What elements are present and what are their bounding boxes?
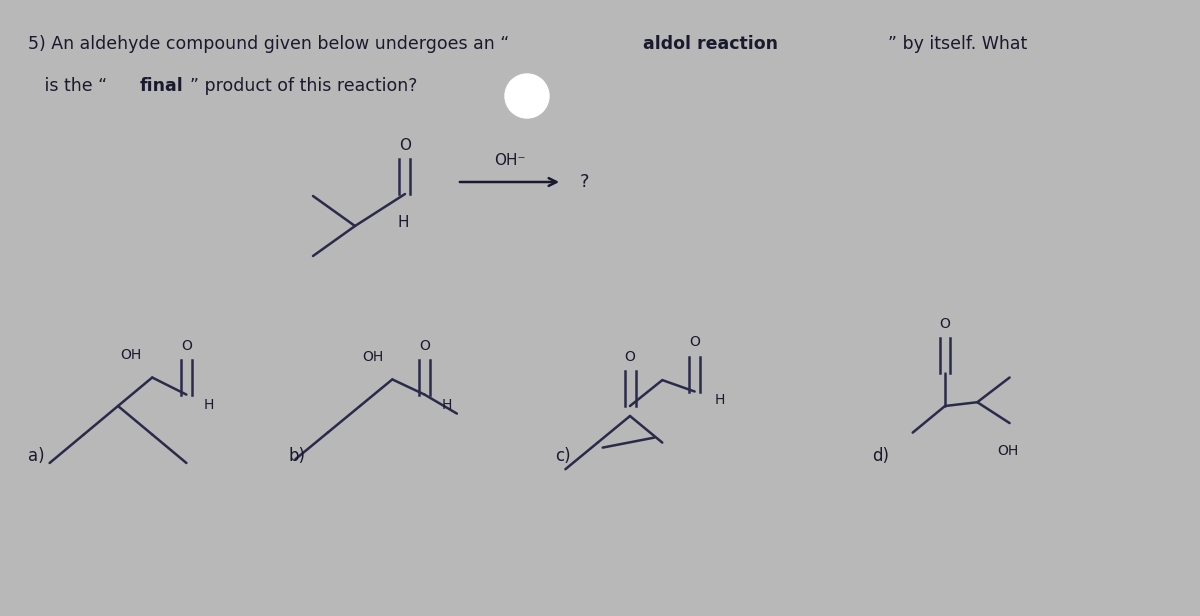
Text: OH: OH — [120, 349, 142, 362]
Text: OH: OH — [997, 444, 1019, 458]
Text: aldol reaction: aldol reaction — [643, 35, 778, 53]
Text: 5) An aldehyde compound given below undergoes an “: 5) An aldehyde compound given below unde… — [28, 35, 509, 53]
Text: O: O — [689, 336, 700, 349]
Text: OH: OH — [362, 351, 384, 365]
Circle shape — [505, 74, 550, 118]
Text: H: H — [203, 397, 214, 411]
Text: O: O — [624, 350, 636, 364]
Text: H: H — [397, 214, 409, 230]
Text: ” by itself. What: ” by itself. What — [888, 35, 1027, 53]
Text: ” product of this reaction?: ” product of this reaction? — [190, 77, 418, 95]
Text: O: O — [181, 339, 192, 352]
Text: O: O — [398, 137, 410, 153]
Text: d): d) — [872, 447, 889, 465]
Text: ?: ? — [580, 173, 589, 191]
Text: H: H — [442, 397, 451, 411]
Text: is the “: is the “ — [28, 77, 107, 95]
Text: a): a) — [28, 447, 44, 465]
Text: b): b) — [288, 447, 305, 465]
Text: OH⁻: OH⁻ — [493, 153, 526, 168]
Text: H: H — [714, 392, 725, 407]
Text: final: final — [140, 77, 184, 95]
Text: O: O — [940, 317, 950, 331]
Text: O: O — [419, 339, 430, 352]
Text: c): c) — [554, 447, 571, 465]
